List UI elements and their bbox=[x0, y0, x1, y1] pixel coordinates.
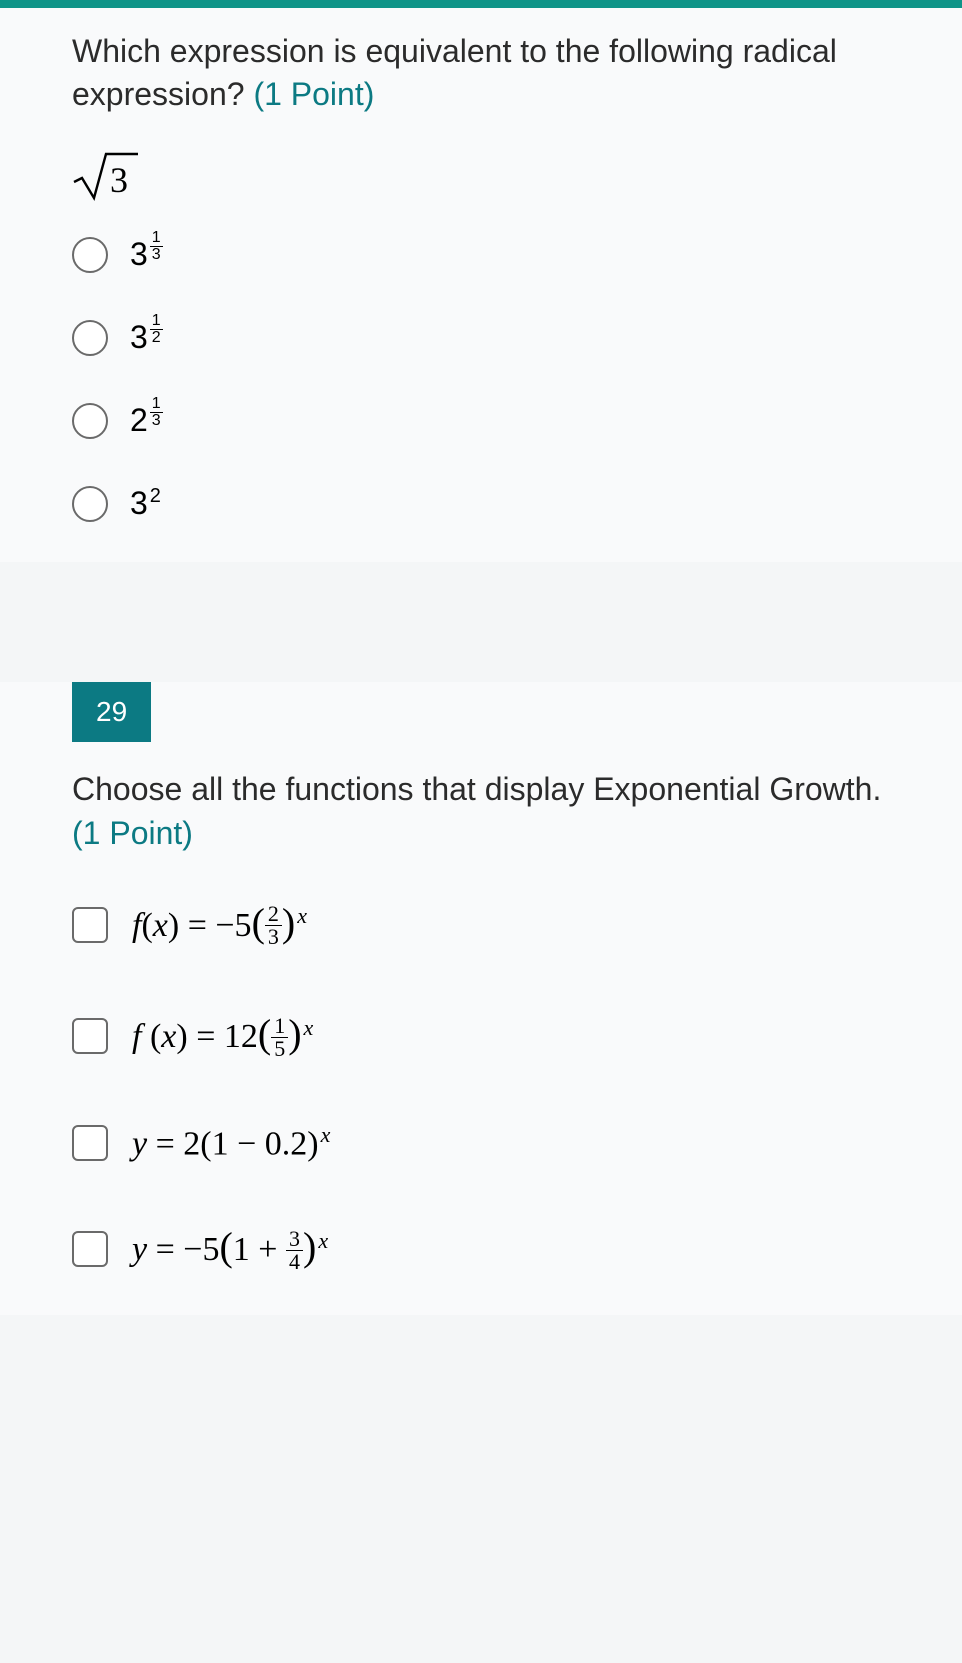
q28-prompt-text: Which expression is equivalent to the fo… bbox=[72, 33, 837, 112]
question-29: 29 Choose all the functions that display… bbox=[0, 682, 962, 1315]
q29-number-wrap: 29 bbox=[72, 682, 908, 758]
q29-option-4[interactable]: y = −5(1 + 34)x bbox=[72, 1223, 908, 1275]
radio-icon[interactable] bbox=[72, 320, 108, 356]
page: Which expression is equivalent to the fo… bbox=[0, 8, 962, 1315]
q28-opt1-label: 3 1 3 bbox=[130, 236, 163, 273]
q29-opt1-expr: f(x) = −5(23)x bbox=[132, 899, 307, 951]
q28-opt3-label: 2 1 3 bbox=[130, 402, 163, 439]
q29-opt4-expr: y = −5(1 + 34)x bbox=[132, 1223, 328, 1275]
q28-opt2-label: 3 1 2 bbox=[130, 319, 163, 356]
q28-opt4-label: 32 bbox=[130, 485, 161, 522]
question-gap bbox=[0, 562, 962, 682]
radicand: 3 bbox=[110, 160, 128, 200]
q29-option-3[interactable]: y = 2(1 − 0.2)x bbox=[72, 1122, 908, 1163]
radio-icon[interactable] bbox=[72, 486, 108, 522]
q28-prompt: Which expression is equivalent to the fo… bbox=[72, 30, 908, 116]
q28-radical-expression: 3 bbox=[72, 150, 908, 202]
q28-option-3[interactable]: 2 1 3 bbox=[72, 402, 908, 439]
q28-points: (1 Point) bbox=[253, 76, 374, 112]
q28-option-4[interactable]: 32 bbox=[72, 485, 908, 522]
radio-icon[interactable] bbox=[72, 403, 108, 439]
q28-option-2[interactable]: 3 1 2 bbox=[72, 319, 908, 356]
checkbox-icon[interactable] bbox=[72, 907, 108, 943]
checkbox-icon[interactable] bbox=[72, 1125, 108, 1161]
q29-option-2[interactable]: f (x) = 12(15)x bbox=[72, 1010, 908, 1062]
q29-prompt: Choose all the functions that display Ex… bbox=[72, 768, 908, 854]
checkbox-icon[interactable] bbox=[72, 1231, 108, 1267]
top-accent-bar bbox=[0, 0, 962, 8]
q29-option-1[interactable]: f(x) = −5(23)x bbox=[72, 899, 908, 951]
q29-options: f(x) = −5(23)x f (x) = 12(15)x y = 2(1 −… bbox=[72, 899, 908, 1275]
q29-opt3-expr: y = 2(1 − 0.2)x bbox=[132, 1122, 330, 1163]
q29-opt2-expr: f (x) = 12(15)x bbox=[132, 1010, 313, 1062]
q29-points: (1 Point) bbox=[72, 815, 193, 851]
q29-prompt-text: Choose all the functions that display Ex… bbox=[72, 771, 881, 807]
checkbox-icon[interactable] bbox=[72, 1018, 108, 1054]
question-28: Which expression is equivalent to the fo… bbox=[0, 8, 962, 562]
q28-options: 3 1 3 3 1 2 bbox=[72, 236, 908, 522]
q28-option-1[interactable]: 3 1 3 bbox=[72, 236, 908, 273]
radio-icon[interactable] bbox=[72, 237, 108, 273]
q29-number-badge: 29 bbox=[72, 682, 151, 742]
